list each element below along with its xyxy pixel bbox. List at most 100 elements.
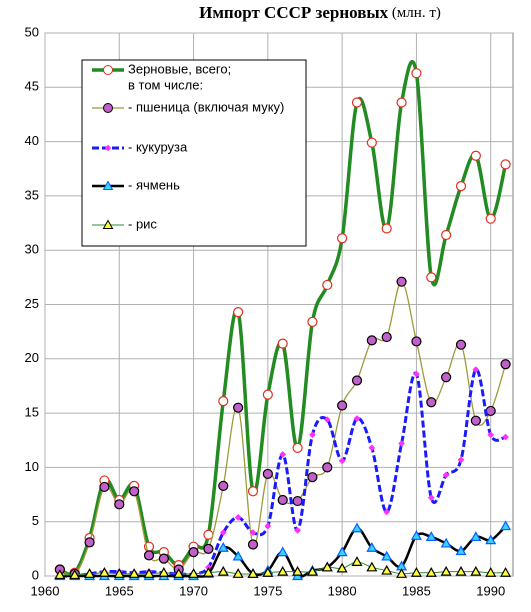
point [188,547,199,558]
point [188,568,200,578]
point [322,279,333,291]
point [114,499,125,510]
point [351,97,363,108]
point [338,457,346,465]
y-tick-label: 50 [25,24,39,39]
point [309,431,316,439]
point [411,68,422,79]
point [426,272,437,283]
point [396,276,407,287]
point [232,568,244,578]
legend-label: - кукуруза [128,139,188,154]
point [69,569,81,580]
point [381,331,392,343]
point [202,567,214,577]
y-tick-label: 35 [25,187,39,202]
point [307,316,318,327]
point [441,372,452,383]
point [322,462,333,473]
point [455,565,467,576]
point [336,546,348,557]
point [217,565,229,576]
point [502,433,509,441]
point [294,527,301,534]
point [113,568,125,578]
point [98,567,110,577]
point [441,229,452,241]
point [470,531,482,542]
point [217,542,229,552]
point [425,531,437,542]
point [279,451,287,458]
point [247,568,259,578]
y-tick-label: 0 [32,567,39,582]
point [410,567,422,577]
point [143,550,155,561]
y-tick-label: 10 [25,459,39,474]
point [351,522,363,533]
chart-unit: (млн. т) [392,5,441,21]
point [233,307,244,318]
point [129,486,140,497]
legend-marker [103,103,113,113]
point [455,545,467,556]
point [440,565,452,576]
x-tick-label: 1975 [253,583,282,598]
legend-label: - рис [128,216,157,231]
y-tick-label: 5 [32,513,39,528]
point [99,481,110,493]
series [54,556,512,580]
x-tick-label: 1990 [476,583,505,598]
point [368,444,376,452]
point [233,402,244,413]
point [353,415,361,422]
point [262,468,273,480]
point [323,416,331,423]
point [232,550,244,561]
point [381,564,393,575]
point [128,568,140,578]
point [219,529,227,536]
y-tick-label: 40 [25,133,39,148]
point [218,480,229,491]
point [351,375,363,386]
point [262,567,274,577]
chart-title-group: Импорт СССР зерновых (млн. т) [199,3,441,22]
point [234,514,242,521]
point [426,397,437,408]
point [381,550,393,561]
point [264,522,272,530]
point [500,567,512,577]
point [485,213,496,224]
point [292,495,303,507]
point [381,223,392,234]
legend: Зерновые, всего; - пшеница (включая муку)… [81,59,307,247]
point [337,233,348,244]
point [470,415,481,426]
point [396,568,408,578]
point [277,546,289,557]
point [277,338,288,349]
point [54,569,66,580]
point [337,400,348,411]
point [500,159,511,170]
point [158,553,169,564]
legend-box [81,59,307,247]
point [366,561,378,572]
point [487,431,495,439]
point [457,456,465,464]
point [427,494,435,502]
point [413,370,420,378]
point [500,520,512,531]
point [500,359,511,370]
point [247,486,259,497]
y-tick-label: 45 [25,79,39,94]
point [366,542,378,552]
point [410,530,422,540]
point [425,567,437,577]
point [84,537,95,548]
point [485,567,497,577]
point [307,472,318,483]
point [292,442,303,453]
